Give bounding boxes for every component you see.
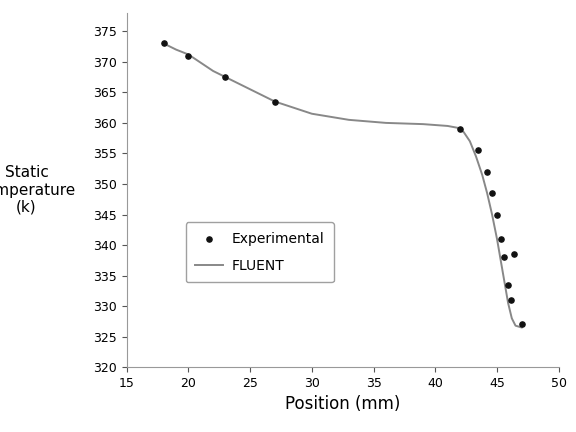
Point	[496, 235, 505, 242]
Point	[474, 147, 483, 154]
Point	[270, 98, 279, 105]
Point	[506, 296, 515, 303]
Y-axis label: Static
Temperature
(k): Static Temperature (k)	[0, 165, 75, 215]
Point	[503, 281, 513, 288]
Point	[492, 211, 502, 218]
Point	[221, 73, 230, 80]
Point	[510, 251, 519, 257]
Point	[483, 168, 492, 175]
Point	[456, 126, 465, 133]
Point	[500, 254, 509, 261]
X-axis label: Position (mm): Position (mm)	[285, 395, 400, 413]
Point	[159, 40, 168, 47]
Point	[517, 321, 526, 328]
Point	[184, 52, 193, 59]
Legend: Experimental, FLUENT: Experimental, FLUENT	[185, 222, 334, 283]
Point	[487, 190, 497, 197]
